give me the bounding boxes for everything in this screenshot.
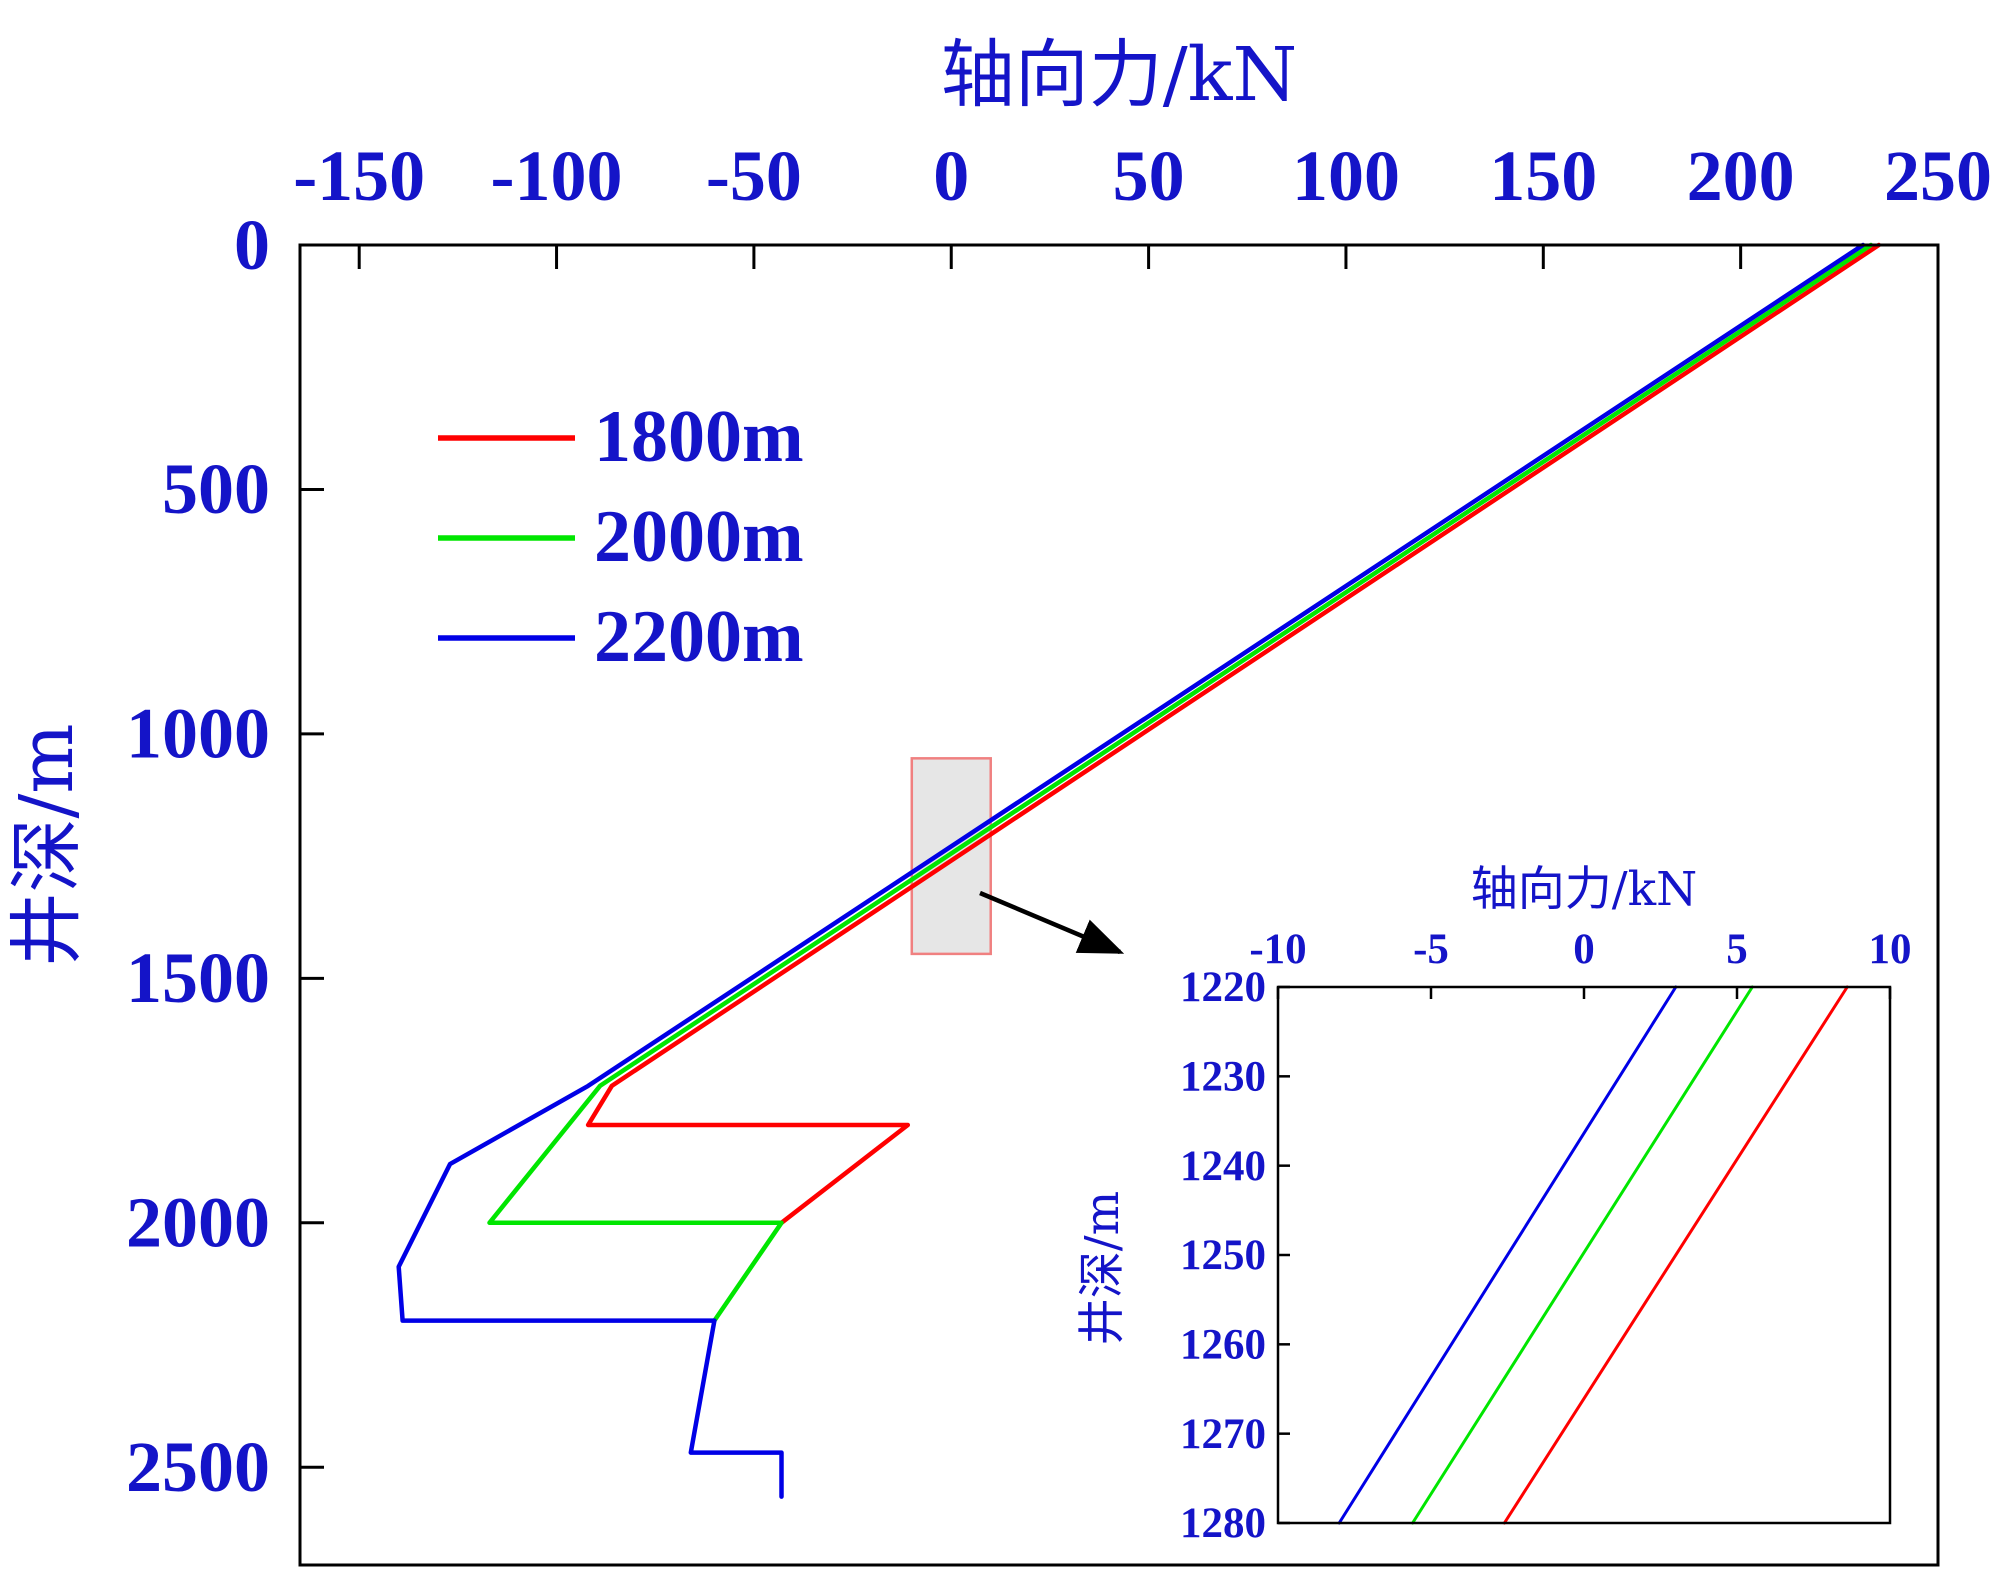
main-y-axis-title: 井深/m [4, 723, 90, 966]
inset-y-axis-title: 井深/m [1075, 1191, 1130, 1345]
inset-plot: -10 -5 0 5 10 1220 1230 1240 1250 1260 1270 1280 轴向力… [1075, 862, 1912, 1547]
inset-y-tick-label: 1240 [1180, 1143, 1266, 1190]
inset-x-tick-label: -10 [1249, 926, 1306, 973]
inset-series-line-2200m [1337, 985, 1678, 1525]
inset-x-tick-label: 5 [1726, 926, 1748, 973]
legend-label-2000m: 2000m [594, 496, 804, 578]
main-legend: 1800m 2000m 2200m [438, 396, 804, 678]
main-plot: -150 -100 -50 0 50 100 150 200 25005001000150020… [4, 32, 1992, 1567]
main-x-tick-label: 100 [1292, 136, 1400, 216]
inset-y-tick-label: 1280 [1180, 1500, 1266, 1547]
main-y-tick-label: 1000 [126, 694, 270, 774]
main-y-tick-label: 500 [162, 449, 270, 529]
main-x-tick-label: -50 [706, 136, 802, 216]
main-x-tick-label: 0 [933, 136, 969, 216]
main-x-tick-label: -100 [491, 136, 623, 216]
inset-x-tick-label: 0 [1573, 926, 1595, 973]
main-x-tick-label: -150 [293, 136, 425, 216]
inset-y-tick-label: 1220 [1180, 964, 1266, 1011]
inset-x-tick-label: -5 [1413, 926, 1449, 973]
inset-y-tick-label: 1230 [1180, 1054, 1266, 1101]
main-y-tick-label: 0 [234, 205, 270, 285]
main-plot-frame [298, 243, 1940, 1567]
inset-series-line-2000m [1411, 985, 1754, 1525]
inset-x-tick-label: 10 [1869, 926, 1912, 973]
inset-series-line-1800m [1502, 985, 1849, 1525]
inset-x-axis-title: 轴向力/kN [1471, 862, 1697, 917]
legend-label-2200m: 2200m [594, 596, 804, 678]
inset-y-tick-label: 1260 [1180, 1322, 1266, 1369]
legend-label-1800m: 1800m [594, 396, 804, 478]
main-x-tick-label: 250 [1884, 136, 1992, 216]
inset-y-tick-label: 1250 [1180, 1232, 1266, 1279]
main-x-tick-label: 50 [1113, 136, 1185, 216]
main-x-tick-label: 150 [1489, 136, 1597, 216]
main-x-tick-label: 200 [1687, 136, 1795, 216]
main-series-line-2000m [487, 242, 1874, 1323]
main-series-line-1800m [585, 242, 1882, 1226]
main-y-tick-label: 2000 [126, 1183, 270, 1263]
main-series-line-2200m [396, 242, 1866, 1499]
zoom-pointer-arrow [979, 890, 1125, 955]
main-y-tick-label: 2500 [126, 1427, 270, 1507]
inset-y-tick-label: 1270 [1180, 1411, 1266, 1458]
main-x-axis-title: 轴向力/kN [941, 32, 1298, 118]
main-y-tick-label: 1500 [126, 938, 270, 1018]
